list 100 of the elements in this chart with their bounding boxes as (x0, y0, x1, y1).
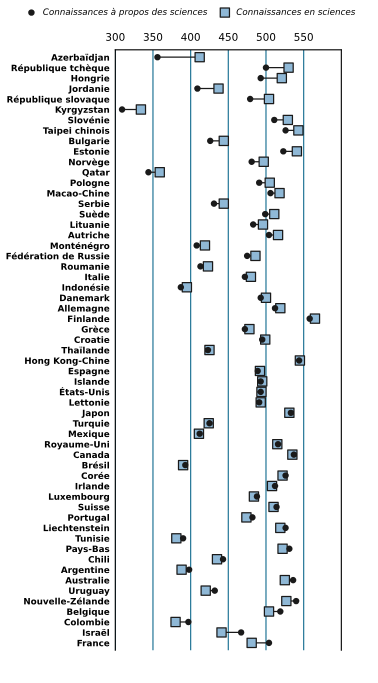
y-tick-label: Lituanie (70, 221, 110, 228)
point (154, 167, 165, 178)
point (280, 574, 290, 586)
y-tick-label: Grèce (82, 325, 110, 333)
y-tick-label: Indonésie (62, 284, 110, 291)
y-tick-label: Portugal (68, 514, 109, 523)
point (194, 52, 205, 62)
point (194, 85, 201, 92)
point (170, 616, 181, 628)
point (244, 252, 250, 260)
y-tick-label: Norvège (69, 158, 110, 168)
point (290, 576, 296, 584)
point (262, 64, 270, 71)
point (292, 146, 302, 157)
y-tick-label: Autriche (68, 232, 110, 238)
point (212, 587, 218, 594)
point (210, 200, 218, 207)
point (306, 315, 313, 322)
y-tick-label: Belgique (67, 608, 110, 617)
point (186, 566, 192, 573)
point (266, 232, 272, 238)
point (282, 114, 294, 126)
y-tick-label: Pologne (70, 179, 110, 188)
point (262, 210, 268, 218)
point (180, 535, 186, 542)
point (241, 512, 252, 523)
y-tick-label: Tunisie (75, 534, 110, 542)
point (274, 188, 285, 198)
y-tick-label: Italie (85, 274, 110, 280)
y-tick-label: Mexique (68, 430, 110, 439)
y-tick-label: Croatie (74, 336, 110, 344)
point (193, 242, 200, 249)
y-tick-label: Uruguay (69, 588, 110, 596)
point (257, 74, 264, 82)
point (256, 179, 262, 186)
point (136, 104, 146, 115)
y-tick-label: Israël (82, 628, 109, 636)
y-tick-label: Jordanie (68, 85, 110, 94)
y-tick-label: Colombie (64, 618, 110, 626)
point (246, 96, 254, 102)
x-tick-label: 500 (256, 33, 276, 41)
point (197, 263, 204, 270)
point (258, 156, 269, 168)
point (292, 598, 300, 604)
point (176, 564, 187, 575)
point (282, 524, 289, 532)
point (242, 274, 248, 280)
point (118, 106, 126, 113)
point (145, 169, 152, 176)
point (200, 240, 210, 251)
point (264, 94, 274, 104)
point (178, 284, 184, 291)
y-tick-label: Irlande (76, 482, 110, 490)
y-tick-label: Pays-Bas (66, 546, 110, 554)
point (272, 304, 278, 312)
y-tick-label: Nouvelle-Zélande (24, 597, 110, 605)
y-tick-label: Finlande (68, 315, 110, 322)
point (185, 618, 192, 626)
point (264, 606, 274, 617)
y-tick-label: Roumanie (61, 263, 110, 270)
point (282, 127, 289, 134)
x-tick-label: 450 (218, 33, 238, 41)
point (248, 158, 255, 165)
y-tick-label: Azerbaïdjan (51, 54, 110, 62)
point (238, 629, 244, 636)
y-tick-label: Fédération de Russie (6, 252, 110, 260)
y-tick-label: Brésil (82, 461, 109, 469)
y-tick-label: France (78, 640, 110, 646)
y-tick-label: Serbie (78, 200, 110, 208)
point (218, 136, 230, 146)
point (281, 596, 292, 606)
point (286, 546, 293, 552)
y-tick-label: Qatar (82, 169, 110, 177)
legend-label: Connaissances en sciences (236, 8, 356, 15)
point (246, 638, 257, 648)
point (207, 138, 214, 144)
point (250, 221, 256, 228)
point (277, 608, 284, 615)
point (246, 272, 256, 282)
legend-label: Connaissances à propos des sciences (43, 8, 208, 17)
point (249, 514, 256, 521)
y-tick-label: Argentine (60, 566, 110, 575)
y-tick-label: Monténégro (50, 242, 110, 251)
point (264, 177, 275, 188)
point (182, 282, 192, 293)
point (272, 230, 284, 240)
point (216, 627, 227, 638)
point (250, 250, 261, 262)
y-tick-label: Suisse (78, 504, 110, 510)
point (171, 533, 182, 544)
y-tick-label: Allemagne (58, 304, 110, 314)
y-tick-label: États-Unis (60, 387, 110, 396)
point (154, 54, 161, 60)
point (220, 556, 226, 562)
point (269, 208, 280, 220)
y-tick-label: Lettonie (69, 399, 110, 406)
y-tick-label: Canada (74, 451, 110, 458)
point (213, 83, 224, 94)
point (283, 62, 294, 73)
point (266, 640, 272, 646)
